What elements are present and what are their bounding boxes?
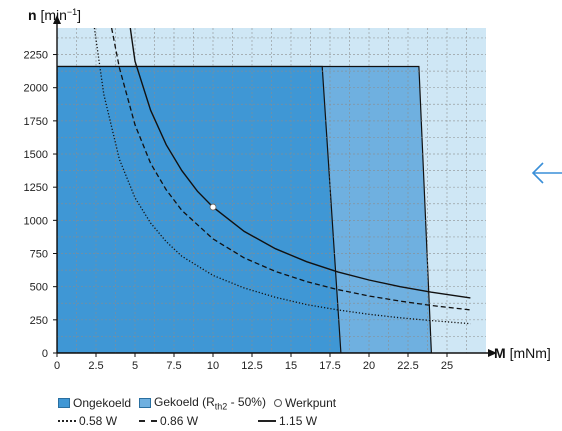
- y-tick-label: 2000: [24, 83, 48, 95]
- legend-item-ongekoeld: Ongekoeld: [58, 396, 131, 410]
- legend-item-werkpunt: Werkpunt: [273, 396, 337, 410]
- legend-label-gekoeld: Gekoeld (Rth2 - 50%): [154, 394, 266, 412]
- data-point-werkpunt: [209, 203, 217, 211]
- x-tick-label: 0: [54, 360, 60, 372]
- x-tick-label: 25: [441, 360, 453, 372]
- dashed-line-icon: [139, 420, 158, 422]
- y-tick-label: 1750: [24, 116, 48, 128]
- legend-label-058w: 0.58 W: [79, 414, 118, 428]
- legend-label-086w: 0.86 W: [160, 414, 199, 428]
- legend-label-ongekoeld: Ongekoeld: [73, 396, 132, 410]
- region-ongekoeld: [57, 65, 342, 353]
- x-tick-label: 15: [285, 360, 297, 372]
- grid: [57, 28, 486, 353]
- y-tick-label: 250: [30, 315, 48, 327]
- x-tick-label: 7.5: [166, 360, 181, 372]
- x-tick-label: 12.5: [241, 360, 262, 372]
- series-0-58-w: [93, 28, 471, 325]
- arrow-left-icon[interactable]: [530, 160, 562, 186]
- ongekoeld-swatch: [58, 398, 70, 408]
- legend-label-werkpunt: Werkpunt: [284, 396, 337, 410]
- y-tick-label: 500: [30, 282, 48, 294]
- werkpunt-marker-icon: [273, 399, 282, 407]
- y-axis-title: n [min−1]: [28, 7, 81, 23]
- x-axis-arrow-icon: [488, 349, 497, 357]
- dotted-line-icon: [58, 420, 76, 422]
- legend-label-115w: 1.15 W: [279, 414, 318, 428]
- x-tick-label: 20: [363, 360, 375, 372]
- y-tick-label: 1500: [24, 149, 48, 161]
- x-tick-label: 5: [132, 360, 138, 372]
- y-tick-label: 2250: [24, 50, 48, 62]
- y-tick-label: 1250: [24, 182, 48, 194]
- legend-item-058w: 0.58 W: [58, 414, 117, 428]
- x-tick-label: 22.5: [397, 360, 418, 372]
- legend-item-086w: 0.86 W: [139, 414, 198, 428]
- solid-line-icon: [258, 420, 277, 422]
- legend: Ongekoeld Gekoeld (Rth2 - 50%) Werkpunt …: [58, 394, 344, 430]
- series-0-86-w: [110, 28, 471, 311]
- series-1-15-w: [129, 28, 471, 299]
- y-tick-label: 750: [30, 249, 48, 261]
- x-tick-label: 2.5: [88, 360, 103, 372]
- x-tick-label: 10: [207, 360, 219, 372]
- legend-item-gekoeld: Gekoeld (Rth2 - 50%): [139, 395, 266, 411]
- gekoeld-swatch: [139, 397, 152, 408]
- x-tick-label: 17.5: [319, 360, 340, 372]
- y-tick-label: 1000: [24, 215, 48, 227]
- y-tick-label: 0: [42, 348, 48, 360]
- x-axis-title: M [mNm]: [494, 345, 551, 361]
- legend-item-115w: 1.15 W: [258, 414, 317, 428]
- y-axis-arrow-icon: [53, 15, 61, 24]
